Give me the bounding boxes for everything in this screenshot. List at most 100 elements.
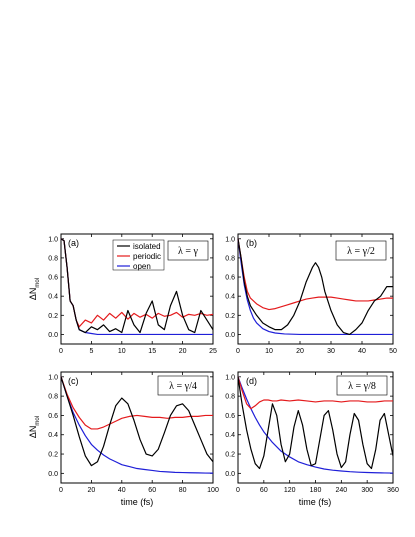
legend: isolated periodic open: [112, 239, 165, 271]
y-tick-label: 0.0: [225, 471, 235, 478]
x-tick-label: 360: [387, 487, 399, 494]
y-axis-label-bottom-main: ΔNmol: [28, 416, 41, 438]
series-line-periodic: [237, 238, 393, 311]
y-tick-label: 0.2: [225, 313, 235, 320]
x-tick-label: 10: [118, 348, 126, 355]
y-tick-label: 0.6: [225, 413, 235, 420]
annotation: λ = γ/8: [348, 381, 376, 392]
legend-box: [112, 239, 165, 271]
x-axis: 0 10 20 30 40 50: [236, 234, 397, 355]
panel-tag: (b): [246, 238, 257, 248]
x-tick-label: 10: [265, 348, 273, 355]
y-tick-label: 0.0: [48, 471, 58, 478]
annotation-box: [157, 375, 209, 396]
x-axis: 0 60 120 180 240 300 360: [236, 372, 399, 494]
x-axis: 0 5 10 15 20 25: [59, 234, 217, 355]
x-tick-label: 300: [361, 487, 373, 494]
x-tick-label: 20: [296, 348, 304, 355]
y-axis: 0.0 0.2 0.4 0.6 0.8 1.0: [225, 236, 393, 339]
panel-tag: (a): [68, 238, 79, 248]
y-tick-label: 0.8: [48, 255, 58, 262]
x-tick-label: 180: [310, 487, 322, 494]
y-tick-label: 0.8: [225, 394, 235, 401]
x-tick-label: 20: [179, 348, 187, 355]
panel-c: 0.0 0.2 0.4 0.6 0.8 1.0 0 20 40 60 80 100 (c) λ = …: [48, 371, 219, 507]
x-axis-label: time (fs): [299, 497, 332, 507]
x-tick-label: 50: [389, 348, 397, 355]
x-tick-label: 120: [284, 487, 296, 494]
legend-label-periodic: periodic: [133, 252, 161, 261]
series-line-isolated: [237, 376, 394, 470]
x-tick-label: 40: [118, 487, 126, 494]
y-tick-label: 0.2: [48, 313, 58, 320]
y-tick-label: 0.8: [225, 255, 235, 262]
x-tick-label: 100: [207, 487, 219, 494]
y-tick-label: 0.2: [48, 452, 58, 459]
y-tick-label: 0.0: [225, 332, 235, 339]
series-line-periodic: [60, 376, 213, 430]
y-tick-label: 1.0: [48, 236, 58, 243]
y-tick-label: 0.4: [48, 294, 58, 301]
y-tick-label: 0.6: [225, 275, 235, 282]
series-line-isolated: [60, 238, 214, 334]
x-tick-label: 240: [335, 487, 347, 494]
y-tick-label: 1.0: [225, 374, 235, 381]
annotation: λ = γ/2: [347, 246, 375, 257]
panel-b: 0.0 0.2 0.4 0.6 0.8 1.0 0 10 20 30 40 50 (b) λ = γ…: [225, 233, 397, 355]
series-line-periodic: [237, 376, 393, 410]
y-axis-label-top-main: ΔNmol: [28, 278, 41, 300]
x-tick-label: 0: [236, 348, 240, 355]
annotation-box: [335, 240, 387, 261]
panel-tag: (d): [246, 376, 257, 386]
plot-frame: [60, 371, 214, 484]
annotation: λ = γ/4: [169, 381, 197, 392]
x-tick-label: 5: [89, 348, 93, 355]
y-tick-label: 0.0: [48, 332, 58, 339]
y-tick-label: 1.0: [225, 236, 235, 243]
x-tick-label: 60: [148, 487, 156, 494]
series-line-open: [237, 376, 394, 474]
series-line-isolated: [237, 238, 393, 336]
x-tick-label: 80: [179, 487, 187, 494]
x-axis: 0 20 40 60 80 100: [59, 372, 219, 494]
annotation-box: [167, 240, 209, 261]
plot-frame: [237, 233, 394, 345]
plot-frame: [60, 233, 214, 345]
series-group: [237, 376, 394, 474]
y-axis-label-bottom: ΔNmol: [28, 416, 41, 438]
series-line-open: [237, 238, 393, 336]
x-tick-label: 0: [236, 487, 240, 494]
x-tick-label: 0: [59, 348, 63, 355]
x-tick-label: 15: [148, 348, 156, 355]
series-line-isolated: [60, 376, 214, 467]
x-tick-label: 60: [260, 487, 268, 494]
x-tick-label: 30: [327, 348, 335, 355]
x-tick-label: 40: [358, 348, 366, 355]
y-tick-label: 0.8: [48, 394, 58, 401]
annotation-box: [336, 375, 388, 396]
y-axis: 0.0 0.2 0.4 0.6 0.8 1.0: [225, 374, 393, 478]
x-tick-label: 0: [59, 487, 63, 494]
annotation: λ = γ: [178, 246, 198, 257]
legend-label-open: open: [133, 262, 151, 271]
panel-d: 0.0 0.2 0.4 0.6 0.8 1.0 0 60 120 180 240 300 360 (d…: [225, 371, 399, 507]
panel-a: 0.00.20.40.60.81.0 0 5 10 15 20 25 (a) λ = γ …: [48, 233, 217, 355]
y-tick-label: 0.4: [48, 432, 58, 439]
y-tick-label: 0.6: [48, 413, 58, 420]
x-axis-label: time (fs): [121, 497, 154, 507]
y-tick-label: 0.6: [48, 275, 58, 282]
y-axis-label-top: ΔNmol: [28, 278, 41, 300]
y-axis: 0.0 0.2 0.4 0.6 0.8 1.0: [48, 236, 213, 339]
series-group: [60, 238, 214, 336]
series-group: [237, 238, 393, 336]
series-line-open: [60, 376, 214, 474]
x-tick-label: 20: [88, 487, 96, 494]
y-tick-label: 0.2: [225, 452, 235, 459]
y-tick-label: 0.4: [225, 432, 235, 439]
legend-label-isolated: isolated: [133, 242, 161, 251]
panel-tag: (c): [68, 376, 79, 386]
y-tick-label: 0.4: [225, 294, 235, 301]
series-group: [60, 376, 214, 474]
x-tick-label: 25: [209, 348, 217, 355]
